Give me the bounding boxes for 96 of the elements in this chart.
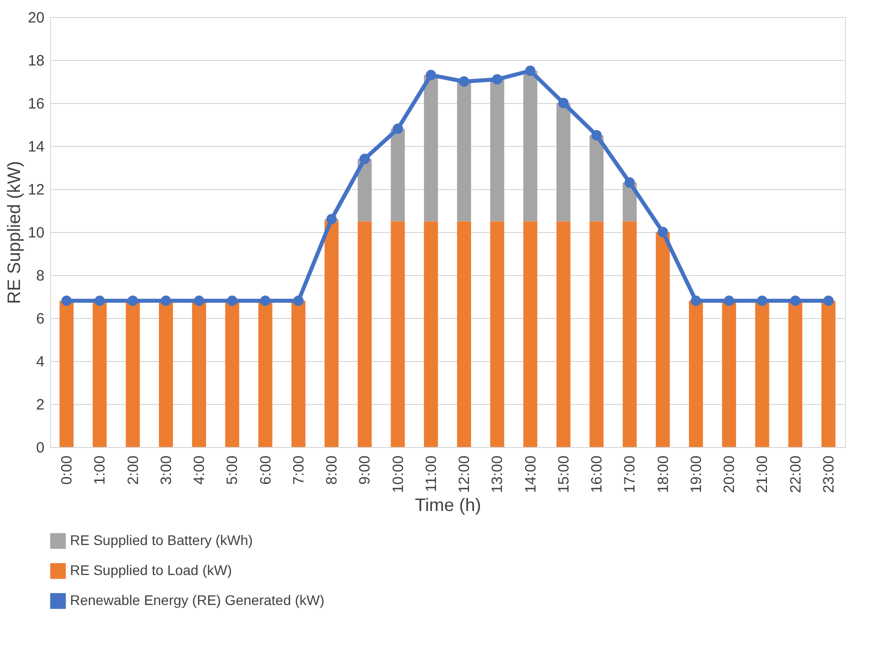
point [359,154,370,164]
y-tick-label: 0 [36,440,44,456]
bar [60,300,74,447]
bar [457,221,472,447]
y-tick-label: 4 [36,354,44,370]
point [260,296,271,306]
y-tick-label: 14 [28,138,44,156]
bar [126,300,140,447]
x-tick-label: 8:00 [324,456,341,485]
point [128,296,138,306]
y-tick-label: 12 [28,182,44,198]
bar [192,300,206,447]
bar [688,300,703,447]
bar [92,300,107,447]
bar [788,300,802,447]
x-tick-label: 12:00 [456,456,474,494]
bar [755,300,770,447]
bar [324,221,339,447]
x-tick-label: 20:00 [721,456,738,494]
x-tick-label: 7:00 [290,456,308,485]
point [160,296,172,306]
point [690,296,702,306]
x-tick-label: 5:00 [224,456,242,485]
bar [158,300,173,447]
bar [358,221,372,447]
y-tick-label: 20 [28,10,44,26]
bar [722,300,736,447]
bar [390,221,405,447]
point [790,296,801,306]
point [658,226,668,238]
bar [490,79,504,222]
y-tick-label: 16 [28,96,44,112]
bar [523,221,538,447]
point [492,74,502,85]
bar [424,75,438,222]
point [61,296,72,306]
y-axis-title: RE Supplied (kW) [4,160,24,304]
point [525,66,536,76]
point [293,296,304,306]
bar [590,135,604,222]
point [94,296,105,306]
x-tick-label: 3:00 [158,456,175,485]
y-tick-label: 10 [28,224,44,242]
x-tick-label: 0:00 [58,456,76,485]
x-axis-title: Time (h) [414,495,482,516]
x-tick-label: 22:00 [787,456,804,494]
y-tick-label: 8 [36,268,44,284]
x-tick-label: 6:00 [257,456,274,485]
y-tick-label: 6 [36,310,44,328]
x-tick-label: 1:00 [92,456,109,485]
bar [291,300,306,447]
point [426,70,436,80]
bar [358,158,372,222]
point [756,296,768,306]
bar [590,221,604,447]
x-tick-label: 13:00 [489,456,506,494]
x-tick-label: 14:00 [522,456,540,494]
y-tick-label: 18 [28,52,44,70]
bar [622,221,637,447]
x-tick-label: 9:00 [356,456,374,485]
legend-label: RE Supplied to Battery (kWh) [70,532,253,548]
point [558,98,569,108]
point [823,296,834,306]
bar [490,221,504,447]
bar [225,300,240,447]
bar [656,232,670,447]
bar [523,70,538,222]
point [724,296,734,306]
bar [556,103,570,222]
point [226,296,238,306]
bar [258,300,272,447]
bar [556,221,570,447]
legend-label: RE Supplied to Load (kW) [70,562,232,578]
bar [424,221,438,447]
legend-label: Renewable Energy (RE) Generated (kW) [70,592,324,608]
x-tick-label: 4:00 [191,456,208,485]
point [194,296,204,306]
x-tick-label: 23:00 [820,456,838,494]
y-tick-label: 2 [36,396,44,414]
x-tick-label: 19:00 [688,456,705,494]
bar [390,128,405,222]
point [326,214,337,224]
x-tick-label: 2:00 [124,456,142,485]
x-tick-label: 11:00 [422,456,440,492]
point [458,76,470,87]
point [591,130,602,140]
point [624,177,635,188]
x-tick-label: 18:00 [654,456,672,494]
x-tick-label: 16:00 [588,456,606,494]
bar [457,82,472,222]
bar [821,300,836,447]
x-tick-label: 15:00 [555,456,572,494]
point [392,124,404,134]
x-tick-label: 10:00 [390,456,407,494]
x-tick-label: 17:00 [622,456,639,494]
x-tick-label: 21:00 [754,456,772,494]
